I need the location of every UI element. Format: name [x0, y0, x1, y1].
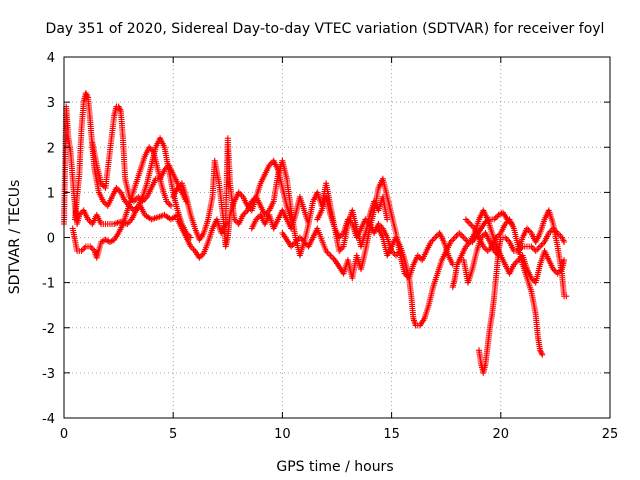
series-trace-4 [89, 103, 190, 205]
y-axis-label: SDTVAR / TECUs [7, 180, 23, 295]
axis-ticks: 0 5 10 15 20 25 -4 -3 -2 -1 0 1 2 3 4 [42, 51, 618, 442]
x-tick-label: 5 [169, 427, 177, 442]
series-trace-6 [174, 135, 312, 261]
series-trace-2 [71, 90, 194, 241]
data-layer [61, 90, 570, 376]
series-trace-11 [476, 225, 568, 376]
y-tick-label: 0 [47, 232, 55, 247]
x-tick-label: 15 [383, 427, 400, 442]
y-tick-label: 4 [47, 51, 55, 66]
data-markers [314, 193, 404, 259]
y-tick-label: -3 [42, 367, 55, 382]
x-tick-label: 10 [274, 427, 291, 442]
data-markers [71, 90, 194, 241]
y-tick-label: -4 [42, 412, 55, 427]
data-markers [174, 135, 312, 261]
y-tick-label: -1 [42, 277, 55, 292]
data-markers [279, 175, 456, 282]
x-tick-label: 25 [602, 427, 619, 442]
data-markers [460, 230, 502, 286]
x-axis-label: GPS time / hours [276, 459, 393, 475]
x-tick-label: 0 [60, 427, 68, 442]
series-trace-15 [314, 193, 404, 259]
y-tick-label: 1 [47, 186, 55, 201]
series-trace-8 [279, 175, 456, 282]
data-markers [89, 103, 190, 205]
x-tick-label: 20 [493, 427, 510, 442]
chart-title: Day 351 of 2020, Sidereal Day-to-day VTE… [46, 21, 605, 37]
y-tick-label: 2 [47, 141, 55, 156]
series-trace-13 [515, 207, 570, 300]
series-trace-3 [69, 144, 174, 261]
series-trace-14 [460, 230, 502, 286]
grid [64, 57, 610, 418]
data-markers [69, 144, 174, 261]
data-markers [476, 225, 568, 376]
y-tick-label: -2 [42, 322, 55, 337]
y-tick-label: 3 [47, 96, 55, 111]
data-markers [515, 207, 570, 300]
